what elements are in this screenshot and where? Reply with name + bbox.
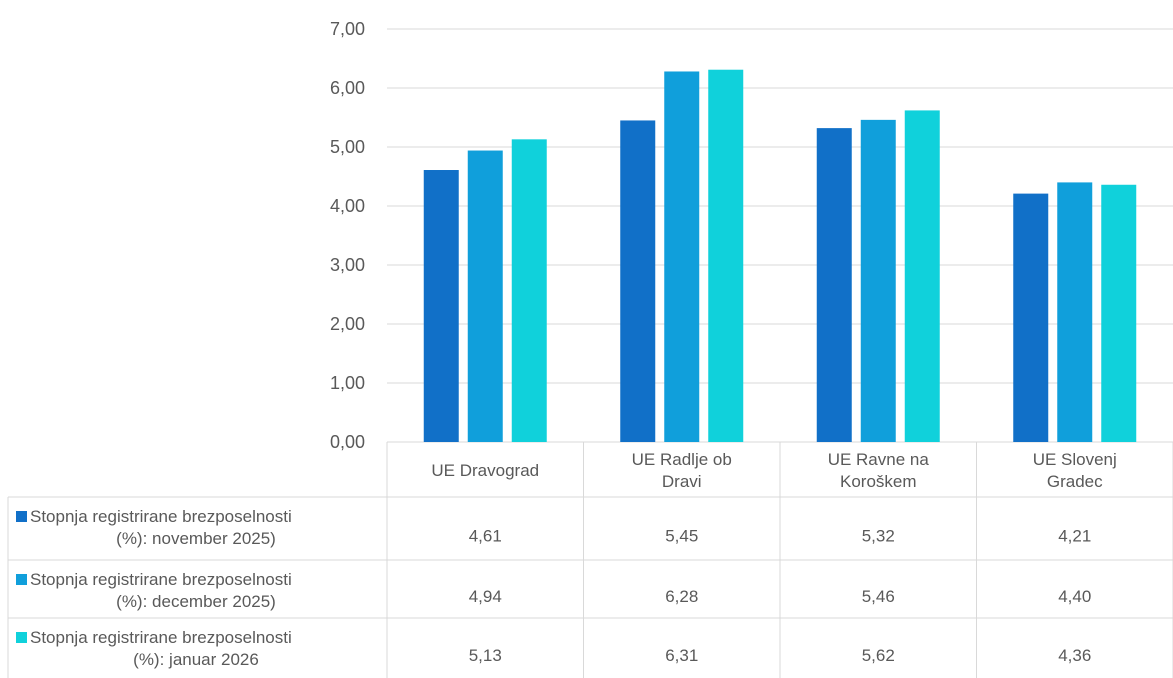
category-label: UE Slovenj [1033,450,1117,469]
bar [423,170,459,442]
category-label: Gradec [1047,472,1103,491]
y-tick-label: 0,00 [330,432,365,452]
bar [708,69,744,443]
y-tick-label: 4,00 [330,196,365,216]
table-cell-value: 6,31 [665,646,698,665]
table-cell-value: 5,13 [469,646,502,665]
y-tick-label: 5,00 [330,137,365,157]
bar [664,71,700,442]
bar [816,128,852,442]
legend-swatch [16,632,27,643]
legend-swatch [16,511,27,522]
y-tick-label: 7,00 [330,19,365,39]
table-cell-value: 6,28 [665,587,698,606]
y-tick-label: 3,00 [330,255,365,275]
category-label: Dravi [662,472,702,491]
y-tick-label: 2,00 [330,314,365,334]
table-cell-value: 4,61 [469,527,502,546]
category-label: UE Ravne na [828,450,930,469]
bar [620,120,656,442]
data-table: UE Dravograd UE Radlje ob Dravi UE Ravne na… [7,442,1173,678]
bars [423,69,1137,443]
bar [1101,184,1137,442]
table-cell-value: 4,36 [1058,646,1091,665]
y-tick-label: 1,00 [330,373,365,393]
legend-swatch [16,574,27,585]
gridlines [387,28,1173,443]
bar [904,110,940,443]
table-cell-value: 5,62 [862,646,895,665]
legend-label: Stopnja registrirane brezposelnosti [30,507,292,526]
table-cell-value: 4,40 [1058,587,1091,606]
bar [511,139,547,442]
y-axis: 0,00 1,00 2,00 3,00 4,00 5,00 6,00 7,00 [330,19,365,452]
bar [1013,193,1049,442]
bar [1057,182,1093,442]
y-tick-label: 6,00 [330,78,365,98]
table-cell-value: 4,94 [469,587,502,606]
legend-label: (%): november 2025) [116,529,276,548]
legend-label: Stopnja registrirane brezposelnosti [30,628,292,647]
legend-label: (%): december 2025) [116,592,276,611]
bar [860,119,896,443]
table-cell-value: 5,45 [665,527,698,546]
table-cell-value: 5,46 [862,587,895,606]
legend-label: (%): januar 2026 [133,650,259,669]
category-label: UE Dravograd [431,461,539,480]
table-cell-value: 5,32 [862,527,895,546]
bar [467,150,503,443]
category-label: UE Radlje ob [632,450,732,469]
table-cell-value: 4,21 [1058,527,1091,546]
category-label: Koroškem [840,472,917,491]
legend-label: Stopnja registrirane brezposelnosti [30,570,292,589]
